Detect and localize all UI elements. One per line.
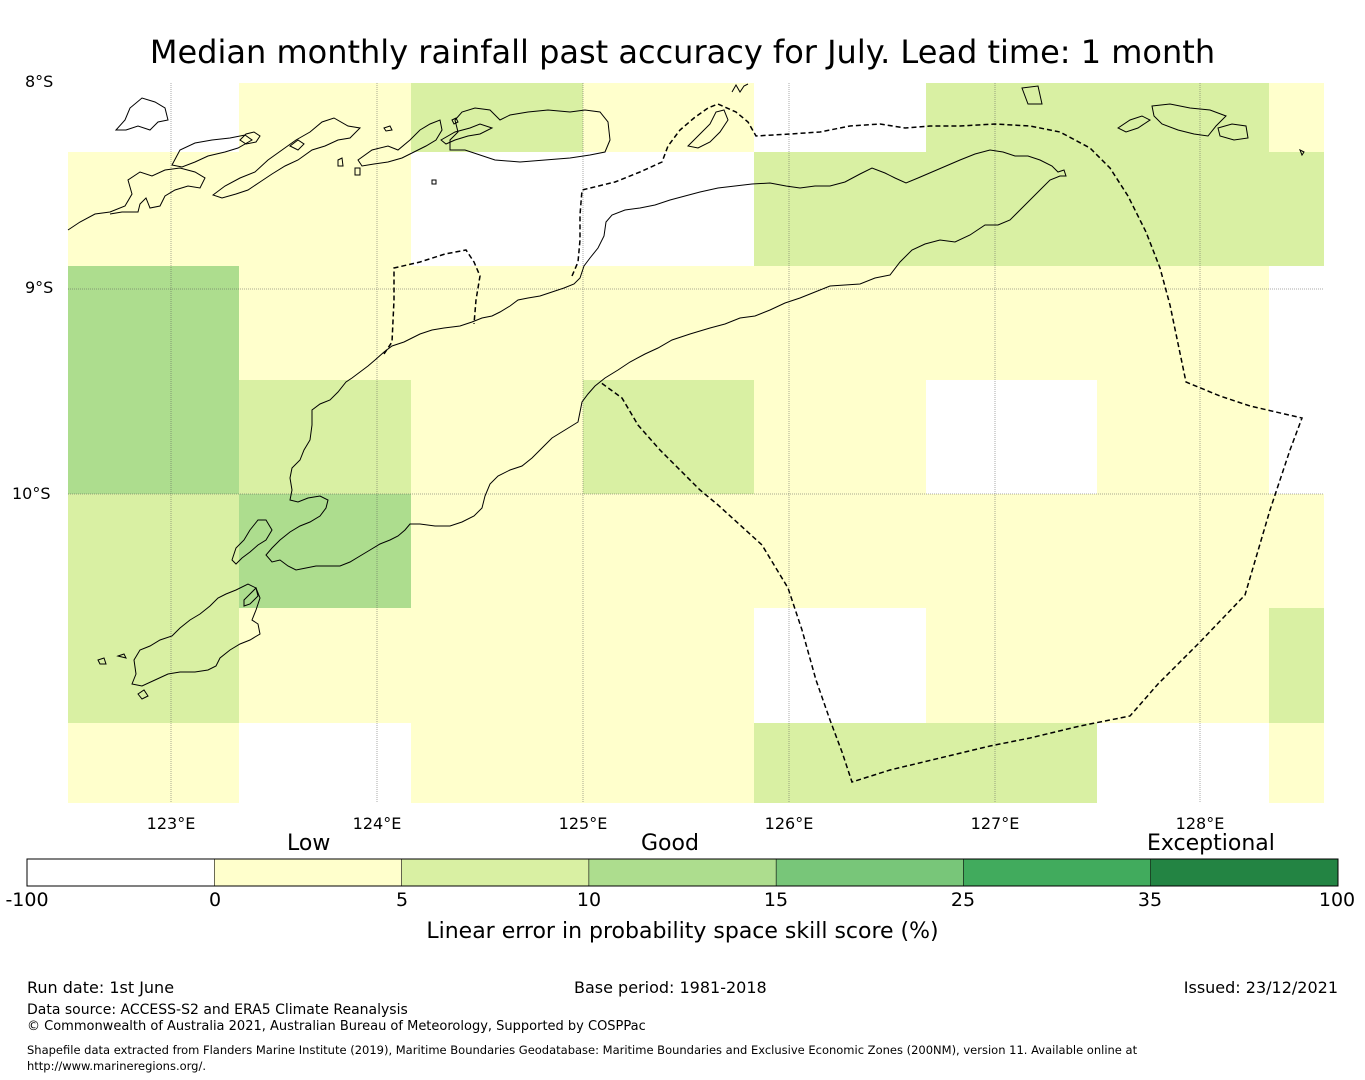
- colorbar-segment: [776, 859, 964, 886]
- grid-cell: [1097, 380, 1269, 494]
- lat-label-10s: 10°S: [12, 484, 51, 503]
- coastline: [67, 83, 1305, 700]
- graticule: [68, 83, 1324, 803]
- colorbar-tick: 100: [1318, 889, 1356, 911]
- colorbar-segment: [401, 859, 589, 886]
- lon-label-124e: 124°E: [352, 814, 402, 833]
- lon-label-123e: 123°E: [146, 814, 196, 833]
- grid-cell: [583, 83, 754, 152]
- colorbar-segment: [27, 859, 215, 886]
- colorbar-frame: [26, 858, 1339, 887]
- colorbar-tick: 25: [950, 889, 976, 911]
- issued-date: Issued: 23/12/2021: [1183, 978, 1338, 997]
- grid-cell: [68, 723, 239, 803]
- eez-boundary: [383, 103, 1304, 783]
- lon-label-126e: 126°E: [764, 814, 814, 833]
- grid-cell: [926, 608, 1269, 723]
- grid-cell: [926, 83, 1269, 152]
- grid-cell: [239, 266, 1269, 380]
- legend-category-low: Low: [287, 831, 331, 856]
- lon-label-127e: 127°E: [970, 814, 1020, 833]
- map-title: Median monthly rainfall past accuracy fo…: [149, 33, 1216, 71]
- grid-cell: [1269, 608, 1324, 723]
- colorbar-tick: 35: [1137, 889, 1163, 911]
- colorbar-segment: [588, 859, 777, 886]
- grid-cell: [1269, 83, 1324, 152]
- skill-grid-cells: [68, 83, 1324, 803]
- colorbar-title: Linear error in probability space skill …: [426, 919, 939, 944]
- shapefile-note: Shapefile data extracted from Flanders M…: [27, 1043, 1138, 1073]
- grid-cell: [1269, 723, 1324, 803]
- grid-cell: [754, 723, 1097, 803]
- grid-cell: [68, 494, 239, 723]
- data-source: Data source: ACCESS-S2 and ERA5 Climate …: [27, 1002, 408, 1018]
- grid-cell: [754, 380, 926, 494]
- colorbar-segment: [214, 859, 402, 886]
- legend-category-exceptional: Exceptional: [1147, 831, 1275, 856]
- grid-cell: [239, 608, 754, 723]
- grid-cell: [239, 83, 411, 152]
- run-date: Run date: 1st June: [27, 978, 175, 997]
- grid-cell: [754, 152, 1324, 266]
- colorbar-tick: 5: [395, 889, 409, 911]
- grid-cell: [239, 494, 411, 608]
- copyright-note: © Commonwealth of Australia 2021, Austra…: [27, 1019, 646, 1034]
- grid-cell: [411, 494, 1324, 608]
- colorbar-segment: [1150, 859, 1338, 886]
- colorbar-segment: [963, 859, 1151, 886]
- lon-label-125e: 125°E: [558, 814, 608, 833]
- lat-label-9s: 9°S: [25, 278, 54, 297]
- legend-category-good: Good: [641, 831, 699, 856]
- colorbar-tick: 0: [208, 889, 222, 911]
- grid-cell: [583, 380, 754, 494]
- grid-cell: [411, 723, 754, 803]
- grid-cell: [239, 380, 411, 494]
- grid-cell: [68, 266, 239, 494]
- base-period: Base period: 1981-2018: [574, 978, 767, 997]
- colorbar-tick: -100: [5, 889, 49, 911]
- lat-label-8s: 8°S: [25, 72, 54, 91]
- lon-label-128e: 128°E: [1175, 814, 1225, 833]
- skill-colorbar: [26, 858, 1339, 887]
- colorbar-tick: 10: [576, 889, 602, 911]
- grid-cell: [68, 152, 411, 266]
- colorbar-tick: 15: [763, 889, 789, 911]
